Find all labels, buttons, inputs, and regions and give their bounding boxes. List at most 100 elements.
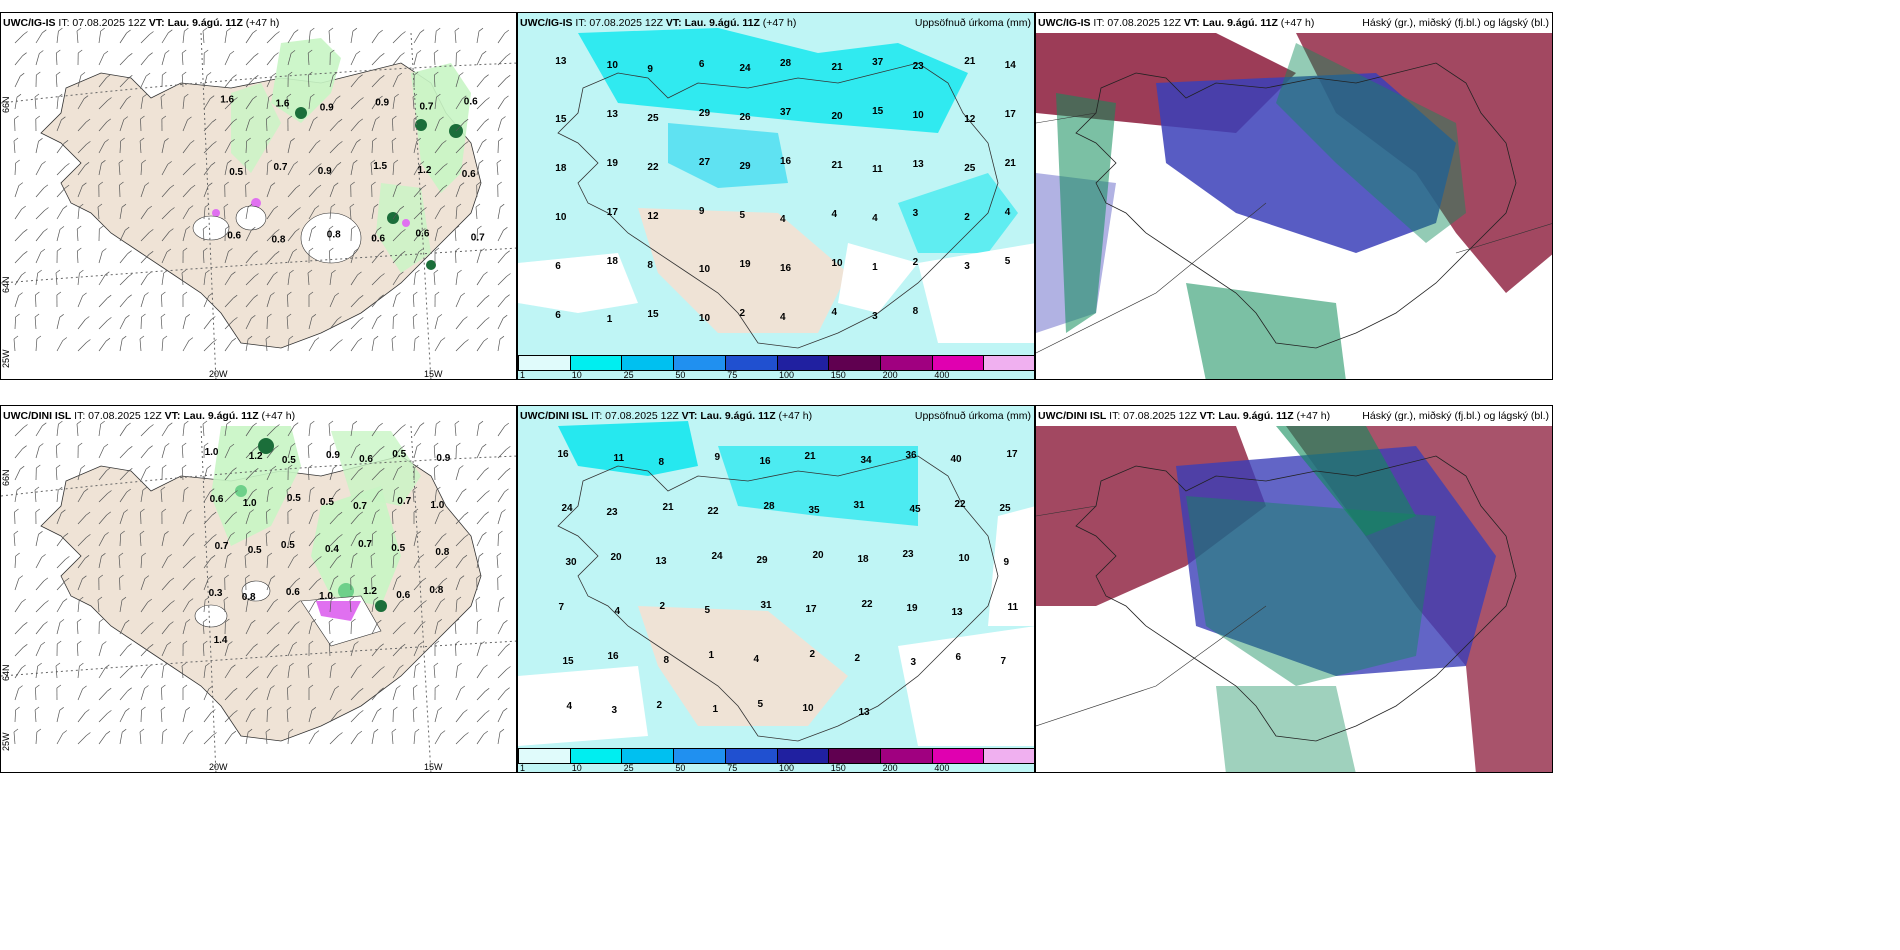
value-label: 4 xyxy=(567,701,573,712)
wind-barb-feather xyxy=(373,203,379,208)
wind-barb xyxy=(287,687,289,701)
wind-barb-feather xyxy=(16,93,22,98)
wind-barb-feather xyxy=(419,422,425,426)
wind-barb xyxy=(350,121,360,132)
wind-barb xyxy=(77,342,87,352)
wind-barb xyxy=(224,713,234,723)
wind-barb xyxy=(77,558,86,569)
wind-barb xyxy=(181,445,184,459)
wind-barb-feather xyxy=(454,27,460,32)
wind-barb-feather xyxy=(141,552,147,557)
wind-barb xyxy=(56,622,61,635)
wind-barb xyxy=(412,709,415,723)
wind-barb-feather xyxy=(484,688,490,692)
wind-barb xyxy=(392,295,397,308)
wind-barb-feather xyxy=(14,115,19,120)
wind-barb-feather xyxy=(359,490,364,494)
value-label: 17 xyxy=(806,604,818,615)
wind-barb-feather xyxy=(478,552,484,557)
wind-barb-feather xyxy=(352,420,358,425)
wind-barb xyxy=(139,731,142,745)
wind-barb-feather xyxy=(416,443,422,447)
wind-barb-feather xyxy=(59,314,64,318)
colorbar-segment xyxy=(622,356,675,370)
wind-barb xyxy=(98,713,108,723)
value-label: 3 xyxy=(872,311,878,322)
wind-barb-feather xyxy=(480,248,485,252)
wind-barb-feather xyxy=(203,442,209,447)
wind-barb xyxy=(287,338,290,352)
wind-barb xyxy=(77,75,82,88)
wind-barb-feather xyxy=(484,511,489,516)
wind-barb xyxy=(35,425,43,437)
wind-barb-feather xyxy=(421,184,427,189)
wind-barb xyxy=(203,558,212,569)
wind-barb xyxy=(287,580,297,591)
value-label: 18 xyxy=(858,554,870,565)
wind-barb-feather xyxy=(377,314,382,319)
value-label: 4 xyxy=(832,209,838,220)
wind-barb-feather xyxy=(148,251,154,255)
wind-barb xyxy=(76,250,79,264)
value-label: 0.9 xyxy=(320,102,334,113)
wind-barb-feather xyxy=(124,619,130,624)
wind-barb-feather xyxy=(380,446,385,450)
colorbar-segment xyxy=(570,749,623,763)
wind-barb xyxy=(455,712,464,723)
wind-barb-feather xyxy=(139,137,145,142)
wind-barb-feather xyxy=(393,706,398,711)
wind-barb xyxy=(77,537,87,547)
wind-barb xyxy=(224,535,231,547)
wind-barb-feather xyxy=(212,339,217,343)
wind-barb-feather xyxy=(289,269,294,274)
wind-barb-feather xyxy=(357,664,362,669)
wind-barb-feather xyxy=(476,181,481,186)
wind-barb xyxy=(497,471,507,481)
wind-barb xyxy=(203,712,212,723)
wind-barb-feather xyxy=(141,313,146,318)
wind-barb-feather xyxy=(355,50,361,55)
wind-barb xyxy=(350,514,360,525)
wind-barb-feather xyxy=(377,707,382,712)
wind-barb xyxy=(286,709,289,723)
value-label: 0.8 xyxy=(242,592,256,603)
wind-barb-feather xyxy=(359,710,364,714)
wind-barb-feather xyxy=(397,465,403,470)
wind-barb xyxy=(328,643,331,657)
wind-barb xyxy=(287,557,295,569)
wind-barb xyxy=(98,251,103,264)
colorbar-tick-label: 200 xyxy=(882,370,898,380)
wind-barb-feather xyxy=(328,420,334,425)
value-label: 4 xyxy=(1005,207,1011,218)
wind-barb xyxy=(371,318,378,330)
wind-barb xyxy=(161,624,170,635)
wind-barb xyxy=(476,274,484,286)
wind-barb xyxy=(392,34,402,44)
wind-barb-feather xyxy=(499,335,505,340)
wind-barb-feather xyxy=(149,622,154,626)
wind-barb xyxy=(455,164,464,176)
wind-barb-feather xyxy=(265,137,271,142)
wind-barb xyxy=(182,536,191,547)
wind-barb-feather xyxy=(484,467,489,471)
wind-barb-feather xyxy=(333,575,339,580)
wind-barb-feather xyxy=(351,225,356,230)
wind-barb-feather xyxy=(351,618,356,623)
panel-precip-dini: UWC/DINI ISL IT: 07.08.2025 12Z VT: Lau.… xyxy=(517,405,1035,773)
wind-barb xyxy=(182,601,190,613)
wind-barb xyxy=(476,424,480,437)
value-label: 1 xyxy=(709,650,715,661)
value-label: 6 xyxy=(699,59,705,70)
wind-barb xyxy=(34,96,37,110)
value-label: 8 xyxy=(664,655,670,666)
wind-barb xyxy=(392,667,400,679)
wind-barb-feather xyxy=(372,530,377,535)
wind-barb-feather xyxy=(57,486,63,491)
wind-barb-feather xyxy=(331,269,336,274)
wind-barb xyxy=(14,185,20,198)
wind-barb xyxy=(476,667,484,679)
value-label: 17 xyxy=(1005,109,1017,120)
wind-barb-feather xyxy=(208,182,213,187)
wind-barb-feather xyxy=(44,600,49,604)
wind-barb-feather xyxy=(506,666,511,670)
